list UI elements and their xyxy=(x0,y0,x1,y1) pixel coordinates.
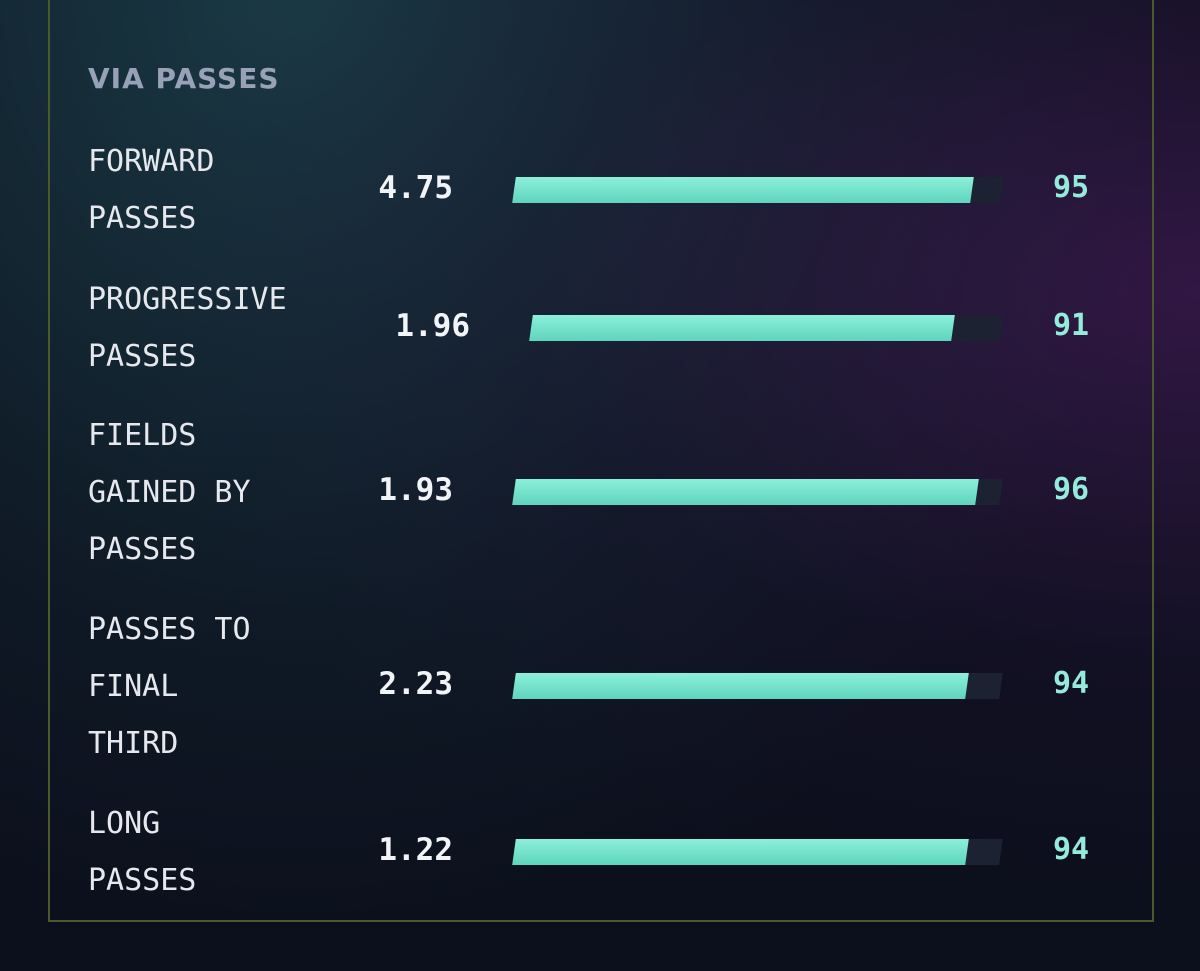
bar xyxy=(512,673,970,699)
label-line: LONG xyxy=(88,806,161,841)
metric-value: 4.75 xyxy=(378,170,453,206)
metric-value: 1.22 xyxy=(378,832,453,868)
percentile: 96 xyxy=(1052,472,1090,507)
percentile: 94 xyxy=(1052,832,1090,867)
percentile: 91 xyxy=(1052,308,1090,343)
bar xyxy=(512,839,970,865)
metric-value: 1.93 xyxy=(378,472,453,508)
label-line: PASSES xyxy=(88,531,197,567)
label-line: PASSES TO xyxy=(88,611,251,647)
bar-track xyxy=(529,315,1003,341)
label-line: GAINED BY xyxy=(88,474,251,510)
bar-track xyxy=(512,839,1003,865)
metric-label: LONG PASSES xyxy=(88,795,196,909)
metric-value: 2.23 xyxy=(378,666,453,702)
bar xyxy=(512,177,974,203)
label-line: THIRD xyxy=(88,725,179,761)
section-title: VIA PASSES xyxy=(88,62,280,95)
percentile: 94 xyxy=(1052,666,1090,701)
metric-label: FIELDS GAINED BY PASSES xyxy=(88,407,251,578)
metric-label: FORWARD PASSES xyxy=(88,133,214,247)
label-line: FIELDS xyxy=(88,417,197,453)
label-line: PASSES xyxy=(88,201,197,236)
label-line: PASSES xyxy=(88,863,197,898)
metric-value: 1.96 xyxy=(395,308,470,344)
bar xyxy=(529,315,955,341)
metric-label: PASSES TO FINAL THIRD xyxy=(88,601,251,772)
bar-track xyxy=(512,673,1003,699)
percentile: 95 xyxy=(1052,170,1090,205)
label-line: PASSES xyxy=(88,339,197,374)
label-line: FORWARD xyxy=(88,144,215,179)
bar-track xyxy=(512,479,1003,505)
label-line: FINAL xyxy=(88,668,179,704)
bar xyxy=(512,479,979,505)
bar-track xyxy=(512,177,1003,203)
label-line: PROGRESSIVE xyxy=(88,282,287,317)
card xyxy=(48,0,1154,922)
metric-label: PROGRESSIVE PASSES xyxy=(88,271,287,385)
